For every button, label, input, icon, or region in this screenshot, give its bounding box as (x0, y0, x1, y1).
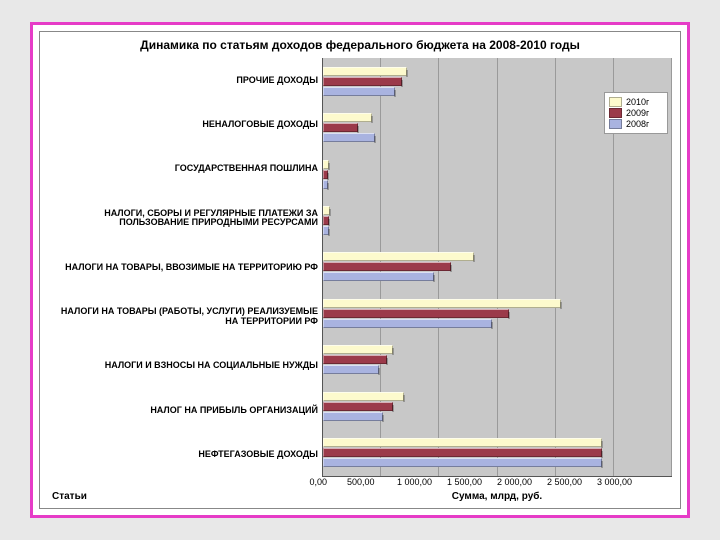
bar (323, 206, 330, 215)
bar (323, 319, 492, 328)
category-label: НАЛОГИ, СБОРЫ И РЕГУЛЯРНЫЕ ПЛАТЕЖИ ЗА ПО… (48, 208, 318, 229)
bar (323, 123, 358, 132)
bar (323, 458, 602, 467)
bar (323, 133, 375, 142)
page-background: Динамика по статьям доходов федерального… (0, 0, 720, 540)
bar-group (323, 435, 672, 470)
chart-area: Динамика по статьям доходов федерального… (39, 31, 681, 509)
x-tick-label: 2 000,00 (497, 477, 547, 487)
bar (323, 160, 329, 169)
bar (323, 402, 393, 411)
legend-label: 2009г (626, 108, 649, 118)
bar-group (323, 389, 672, 424)
bar (323, 67, 407, 76)
chart-title: Динамика по статьям доходов федерального… (48, 38, 672, 52)
x-tick-label: 3 000,00 (597, 477, 647, 487)
legend-swatch (609, 97, 622, 107)
bar (323, 345, 393, 354)
category-label: НАЛОГИ НА ТОВАРЫ (РАБОТЫ, УСЛУГИ) РЕАЛИЗ… (48, 306, 318, 327)
legend-item: 2009г (609, 108, 663, 118)
legend-label: 2010г (626, 97, 649, 107)
category-label: НАЛОГИ НА ТОВАРЫ, ВВОЗИМЫЕ НА ТЕРРИТОРИЮ… (48, 262, 318, 273)
bar (323, 412, 383, 421)
y-axis-title: Статьи (48, 477, 322, 502)
category-label: ГОСУДАРСТВЕННАЯ ПОШЛИНА (48, 163, 318, 174)
bar (323, 262, 451, 271)
legend-item: 2008г (609, 119, 663, 129)
bar (323, 170, 328, 179)
bar-group (323, 249, 672, 284)
category-label: ПРОЧИЕ ДОХОДЫ (48, 75, 318, 86)
category-label: НЕФТЕГАЗОВЫЕ ДОХОДЫ (48, 449, 318, 460)
x-tick-label: 1 500,00 (447, 477, 497, 487)
legend-swatch (609, 108, 622, 118)
x-tick-label: 1 000,00 (397, 477, 447, 487)
chart-frame: Динамика по статьям доходов федерального… (30, 22, 690, 518)
category-label: НЕНАЛОГОВЫЕ ДОХОДЫ (48, 119, 318, 130)
x-axis-ticks: 0,00500,001 000,001 500,002 000,002 500,… (322, 477, 672, 487)
bar (323, 113, 372, 122)
category-label: НАЛОГ НА ПРИБЫЛЬ ОРГАНИЗАЦИЙ (48, 405, 318, 416)
bar (323, 272, 434, 281)
plot-row: ПРОЧИЕ ДОХОДЫ НЕНАЛОГОВЫЕ ДОХОДЫ ГОСУДАРСТ… (48, 58, 672, 477)
bar (323, 299, 561, 308)
legend-label: 2008г (626, 119, 649, 129)
bar (323, 355, 387, 364)
x-axis: 0,00500,001 000,001 500,002 000,002 500,… (322, 477, 672, 502)
bar (323, 216, 329, 225)
x-axis-title: Сумма, млрд, руб. (322, 491, 672, 502)
category-label: НАЛОГИ И ВЗНОСЫ НА СОЦИАЛЬНЫЕ НУЖДЫ (48, 360, 318, 371)
x-tick-label: 500,00 (347, 477, 397, 487)
bar (323, 438, 602, 447)
bar-group (323, 296, 672, 331)
legend-item: 2010г (609, 97, 663, 107)
bar (323, 226, 329, 235)
legend-swatch (609, 119, 622, 129)
bar (323, 252, 474, 261)
bar (323, 392, 404, 401)
bar (323, 77, 402, 86)
legend: 2010г2009г2008г (604, 92, 668, 134)
bar (323, 180, 328, 189)
bar-group (323, 157, 672, 192)
x-tick-label: 2 500,00 (547, 477, 597, 487)
bar (323, 365, 379, 374)
y-axis-labels: ПРОЧИЕ ДОХОДЫ НЕНАЛОГОВЫЕ ДОХОДЫ ГОСУДАРСТ… (48, 58, 322, 477)
bar (323, 448, 602, 457)
x-axis-row: Статьи 0,00500,001 000,001 500,002 000,0… (48, 477, 672, 502)
bar-group (323, 342, 672, 377)
bar (323, 87, 395, 96)
bar-group (323, 203, 672, 238)
bar (323, 309, 509, 318)
